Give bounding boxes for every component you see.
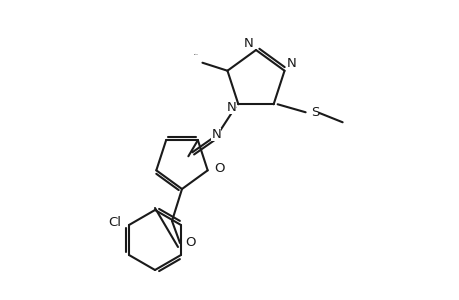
Text: N: N: [286, 57, 296, 70]
Text: N: N: [211, 128, 221, 141]
Text: O: O: [214, 162, 225, 175]
Text: S: S: [310, 106, 318, 119]
Text: methyl: methyl: [194, 54, 198, 56]
Text: O: O: [185, 236, 195, 250]
Text: N: N: [226, 101, 236, 114]
Text: N: N: [244, 37, 253, 50]
Text: Cl: Cl: [108, 217, 121, 230]
